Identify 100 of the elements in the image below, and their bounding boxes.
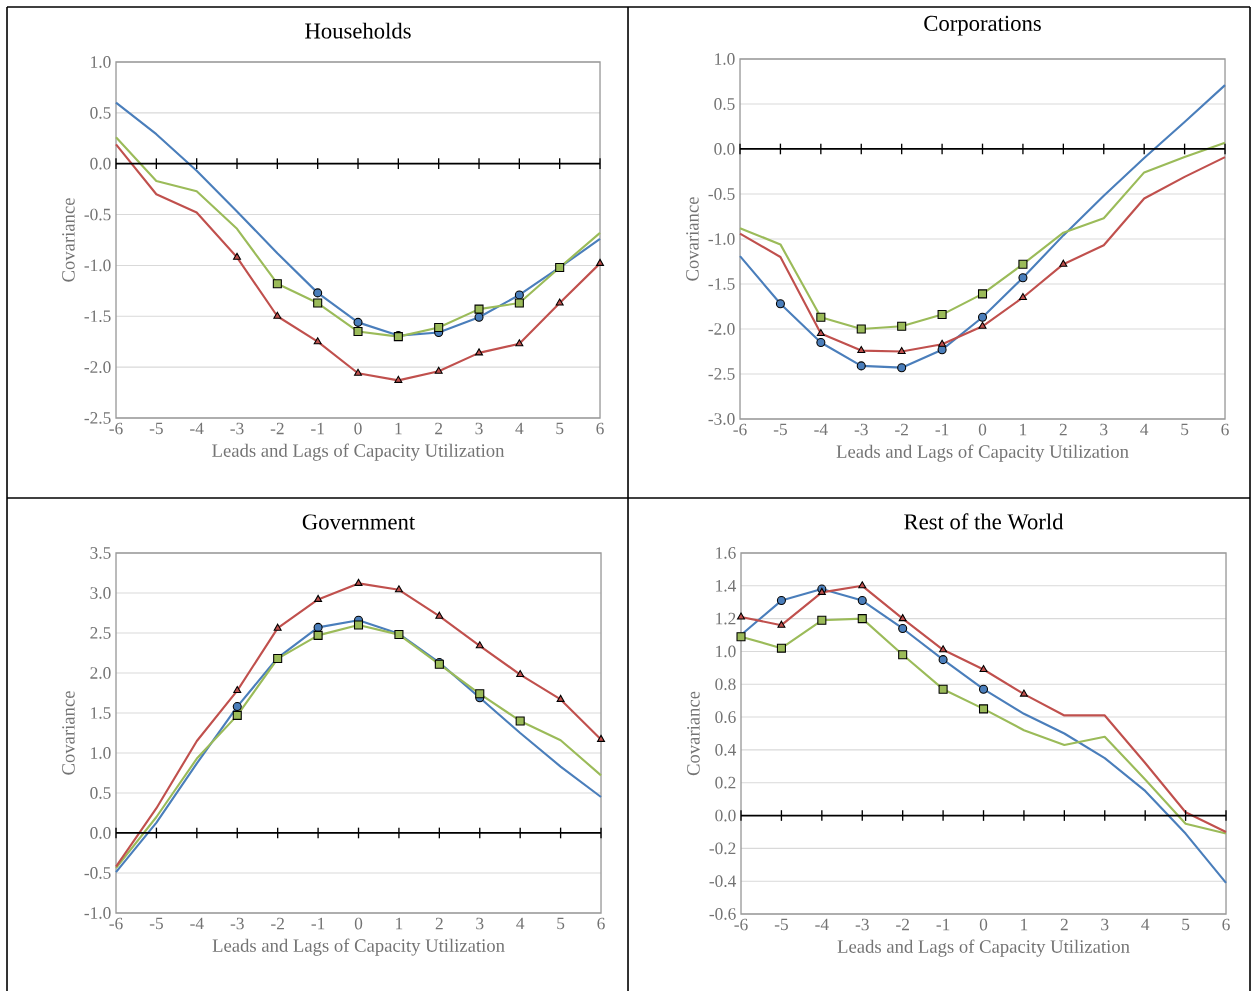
point — [737, 612, 746, 620]
chart-title: Government — [302, 514, 416, 530]
point — [596, 258, 605, 266]
x-tick-label: -4 — [814, 423, 828, 436]
x-tick-label: 1 — [396, 917, 403, 930]
point — [313, 630, 323, 640]
y-tick-label: -2.0 — [84, 361, 111, 374]
x-tick-label: 2 — [1060, 918, 1068, 931]
point — [817, 615, 827, 625]
x-tick-label: -1 — [935, 423, 949, 436]
x-tick-label: -1 — [936, 918, 950, 931]
y-tick-label: 0.5 — [90, 787, 111, 799]
point — [1018, 292, 1027, 301]
point — [354, 368, 363, 376]
point — [313, 337, 322, 345]
x-axis-title: Leads and Lags of Capacity Utilization — [212, 938, 505, 956]
x-tick-label: -2 — [896, 918, 909, 931]
point — [474, 312, 484, 322]
y-axis-title: Covariance — [686, 197, 699, 281]
point — [434, 322, 444, 332]
point — [816, 328, 825, 337]
point — [938, 339, 947, 347]
x-tick-label: -6 — [109, 422, 123, 435]
y-tick-label: 0.0 — [714, 143, 735, 155]
point — [233, 252, 242, 260]
chart-title: Households — [305, 22, 411, 39]
y-tick-label: 0.5 — [90, 106, 111, 119]
y-tick-label: -1.0 — [84, 259, 111, 272]
point — [775, 299, 785, 309]
x-tick-label: -1 — [311, 917, 325, 930]
point — [978, 684, 989, 694]
point — [776, 643, 786, 653]
x-tick-label: 3 — [1101, 918, 1109, 931]
y-tick-label: 1.4 — [716, 579, 737, 592]
x-tick-label: 0 — [979, 918, 988, 931]
x-tick-label: -4 — [190, 917, 204, 930]
point — [514, 298, 524, 308]
point — [353, 620, 364, 630]
point — [857, 614, 867, 624]
point — [555, 262, 565, 272]
y-axis-title: Covariance — [62, 691, 75, 775]
x-axis-title: Leads and Lags of Capacity Utilization — [837, 939, 1130, 957]
y-tick-label: 0.0 — [90, 827, 111, 839]
point — [898, 614, 907, 622]
y-tick-label: 1.0 — [715, 53, 735, 65]
y-tick-label: -0.5 — [708, 188, 735, 200]
point — [816, 312, 826, 322]
point — [514, 290, 524, 300]
y-tick-label: 3.5 — [90, 547, 111, 559]
y-tick-label: 0.2 — [715, 776, 736, 789]
y-tick-label: 2.5 — [90, 627, 111, 639]
point — [938, 655, 948, 665]
point — [1059, 259, 1068, 267]
point — [394, 585, 403, 593]
point — [394, 375, 403, 383]
x-tick-label: -6 — [734, 918, 748, 931]
point — [1019, 689, 1028, 697]
x-tick-label: 4 — [516, 917, 525, 930]
x-axis-title: Leads and Lags of Capacity Utilization — [836, 444, 1129, 462]
point — [516, 670, 525, 678]
x-tick-label: 3 — [1100, 423, 1108, 436]
point — [435, 611, 444, 619]
y-tick-label: 1.2 — [716, 612, 736, 625]
y-tick-label: -3.0 — [708, 413, 735, 425]
point — [314, 594, 323, 602]
x-tick-label: 0 — [354, 422, 362, 435]
y-axis-title: Covariance — [62, 198, 75, 282]
y-tick-label: 1.0 — [91, 56, 111, 68]
point — [272, 279, 282, 289]
point — [816, 337, 826, 348]
y-tick-label: -1.0 — [708, 233, 735, 245]
x-tick-label: -4 — [190, 422, 204, 435]
point — [736, 632, 746, 642]
point — [313, 288, 323, 298]
x-tick-label: 5 — [556, 422, 564, 435]
y-tick-label: -0.5 — [84, 208, 111, 221]
x-tick-label: -5 — [774, 918, 788, 931]
point — [858, 581, 867, 589]
y-tick-label: -2.5 — [84, 412, 111, 424]
y-tick-label: -0.4 — [709, 875, 737, 888]
point — [1018, 273, 1028, 283]
x-tick-label: 3 — [476, 917, 484, 930]
x-tick-label: 1 — [395, 422, 402, 435]
x-tick-label: 4 — [515, 422, 524, 435]
point — [515, 339, 524, 347]
y-tick-label: 0.0 — [715, 809, 736, 822]
y-tick-label: -1.5 — [84, 310, 111, 323]
y-tick-label: 0.8 — [715, 678, 736, 691]
x-tick-label: 6 — [1222, 918, 1230, 931]
point — [857, 596, 867, 606]
y-tick-label: 3.0 — [90, 587, 111, 599]
y-tick-label: -1.0 — [84, 907, 111, 919]
point — [474, 304, 484, 314]
point — [938, 684, 948, 694]
point — [273, 311, 282, 319]
chart-title: Rest of the World — [904, 513, 1064, 530]
x-tick-label: -6 — [733, 423, 747, 436]
point — [475, 641, 484, 649]
line-series — [738, 156, 1227, 353]
chart-title: Corporations — [924, 15, 1041, 36]
